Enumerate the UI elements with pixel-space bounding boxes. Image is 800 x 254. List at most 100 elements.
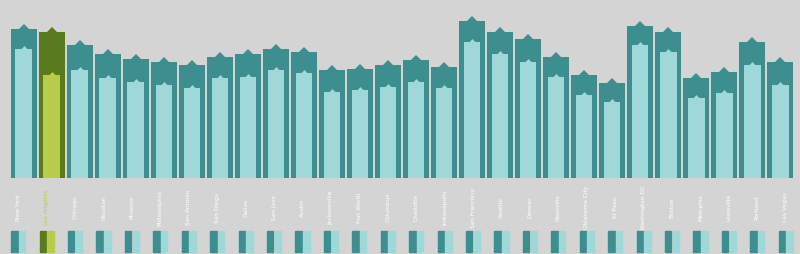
Bar: [436, 89, 452, 178]
Bar: [161, 231, 167, 252]
Bar: [76, 231, 82, 252]
Text: Fort Worth: Fort Worth: [357, 192, 362, 222]
Bar: [389, 231, 394, 252]
Bar: [380, 87, 396, 178]
Bar: [68, 231, 74, 252]
Bar: [207, 58, 233, 178]
Bar: [778, 231, 785, 252]
Bar: [494, 231, 501, 252]
Bar: [268, 71, 284, 178]
Bar: [722, 231, 728, 252]
Bar: [474, 231, 480, 252]
Bar: [66, 46, 93, 178]
Bar: [730, 231, 736, 252]
Bar: [331, 231, 338, 252]
Bar: [571, 76, 597, 178]
Text: Dallas: Dallas: [243, 198, 248, 216]
Bar: [296, 74, 312, 178]
Bar: [694, 231, 700, 252]
Bar: [660, 53, 677, 178]
Bar: [319, 71, 345, 178]
Bar: [240, 77, 256, 178]
Bar: [786, 231, 793, 252]
Bar: [360, 231, 366, 252]
Text: Las Vegas: Las Vegas: [783, 192, 788, 221]
Text: Seattle: Seattle: [499, 196, 504, 217]
Bar: [688, 99, 705, 178]
Text: Nashville: Nashville: [556, 193, 561, 220]
Bar: [11, 231, 18, 252]
Bar: [750, 231, 757, 252]
Bar: [559, 231, 566, 252]
Bar: [665, 231, 671, 252]
Bar: [523, 231, 530, 252]
Text: Memphis: Memphis: [698, 194, 703, 220]
Text: Oklahoma City: Oklahoma City: [584, 185, 590, 228]
Bar: [211, 79, 228, 178]
Bar: [632, 46, 649, 178]
Text: San Diego: San Diego: [214, 192, 220, 222]
Bar: [711, 73, 738, 178]
Bar: [673, 231, 679, 252]
Bar: [352, 231, 358, 252]
Bar: [352, 91, 368, 178]
Bar: [548, 77, 564, 178]
Text: Austin: Austin: [300, 198, 305, 216]
Bar: [580, 231, 586, 252]
Text: Philadelphia: Philadelphia: [158, 189, 163, 225]
Bar: [246, 231, 253, 252]
Bar: [587, 231, 594, 252]
Bar: [291, 53, 317, 178]
Text: Phoenix: Phoenix: [130, 195, 134, 218]
Bar: [263, 50, 289, 178]
Bar: [403, 61, 429, 178]
Text: Portland: Portland: [755, 195, 760, 219]
Bar: [739, 43, 766, 178]
Text: Columbus: Columbus: [386, 192, 390, 221]
Bar: [530, 231, 537, 252]
Bar: [179, 66, 205, 178]
Bar: [381, 231, 387, 252]
Bar: [767, 63, 794, 178]
Bar: [40, 231, 46, 252]
Bar: [47, 231, 54, 252]
Bar: [464, 43, 480, 178]
Bar: [515, 40, 541, 178]
Bar: [15, 50, 32, 178]
Text: San Francisco: San Francisco: [470, 187, 475, 227]
Bar: [19, 231, 26, 252]
Bar: [267, 231, 274, 252]
Bar: [446, 231, 452, 252]
Bar: [502, 231, 509, 252]
Bar: [466, 231, 473, 252]
Bar: [324, 231, 330, 252]
Text: Boston: Boston: [670, 197, 674, 217]
Bar: [303, 231, 310, 252]
Text: San Antonio: San Antonio: [186, 189, 191, 224]
Bar: [218, 231, 224, 252]
Bar: [182, 231, 188, 252]
Bar: [417, 231, 423, 252]
Bar: [543, 58, 569, 178]
Bar: [637, 231, 643, 252]
Bar: [487, 33, 513, 178]
Text: Jacksonville: Jacksonville: [329, 189, 334, 224]
Bar: [438, 231, 444, 252]
Bar: [71, 71, 88, 178]
Bar: [127, 82, 144, 178]
Text: Charlotte: Charlotte: [414, 193, 418, 220]
Text: Chicago: Chicago: [73, 195, 78, 218]
Bar: [347, 69, 373, 178]
Bar: [97, 231, 103, 252]
Bar: [43, 76, 60, 178]
Bar: [459, 22, 485, 178]
Bar: [122, 59, 149, 178]
Bar: [235, 54, 261, 178]
Bar: [104, 231, 110, 252]
Bar: [683, 79, 710, 178]
Bar: [576, 96, 593, 178]
Bar: [758, 231, 764, 252]
Bar: [744, 66, 761, 178]
Bar: [94, 54, 121, 178]
Bar: [604, 102, 621, 178]
